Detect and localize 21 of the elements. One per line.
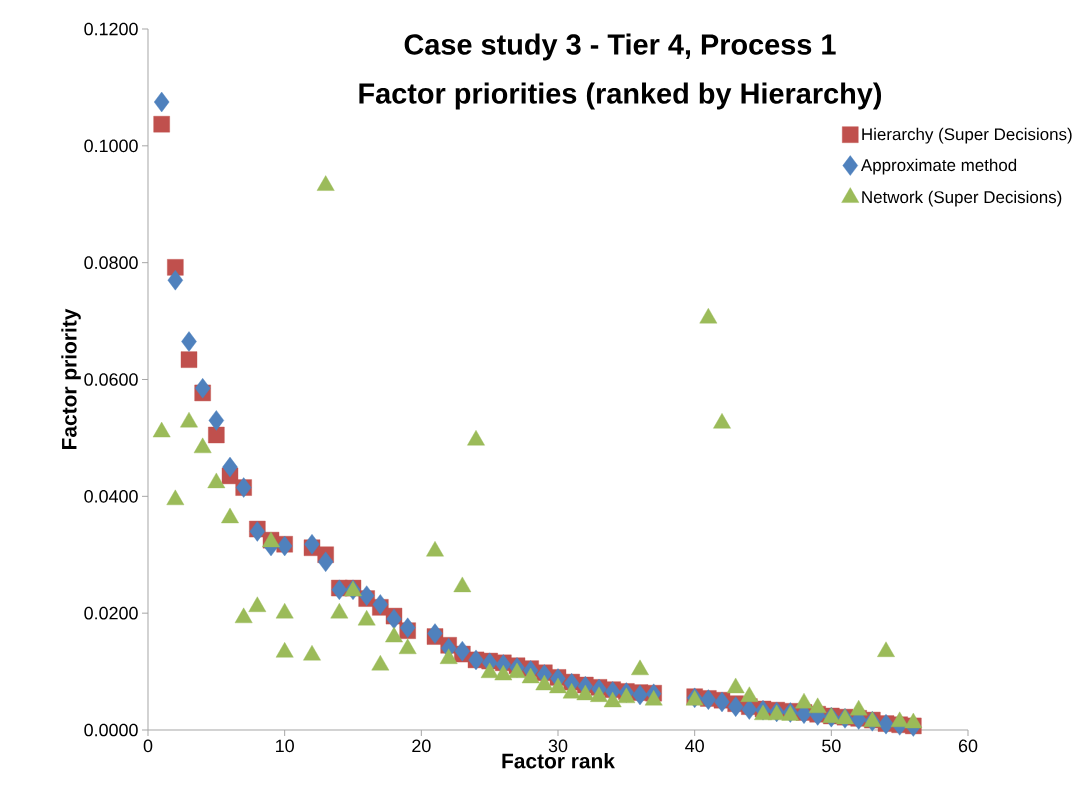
text: Factor priorities (ranked by Hierarchy) bbox=[359, 82, 882, 110]
chart-title: Case study 3 - Tier 4, Process 1 bbox=[404, 33, 836, 61]
y-tick-label: 0.0000 bbox=[84, 723, 138, 737]
x-tick-label: 30 bbox=[548, 739, 568, 753]
x-tick-label: 10 bbox=[276, 739, 294, 753]
x-axis-title: Factor rank bbox=[502, 753, 615, 769]
x-tick-label: 60 bbox=[958, 739, 978, 753]
x-tick-label: 20 bbox=[412, 739, 431, 753]
y-tick-label: 0.0600 bbox=[84, 373, 138, 386]
y-axis-title: Factor priority bbox=[61, 308, 81, 449]
x-tick-label: 0 bbox=[143, 739, 153, 753]
legend-label: Network (Super Decisions) bbox=[862, 190, 1062, 207]
y-tick-label: 0.0200 bbox=[84, 606, 138, 620]
y-tick-label: 0.1200 bbox=[84, 22, 138, 36]
x-tick-label: 40 bbox=[685, 739, 704, 753]
y-tick-label: 0.1000 bbox=[84, 139, 138, 153]
legend-label: Hierarchy (Super Decisions) bbox=[862, 127, 1072, 144]
x-tick-label: 50 bbox=[822, 739, 841, 753]
y-tick-label: 0.0800 bbox=[84, 256, 138, 270]
y-tick-label: 0.0400 bbox=[84, 489, 138, 503]
legend-label: Approximate method bbox=[860, 158, 1017, 175]
